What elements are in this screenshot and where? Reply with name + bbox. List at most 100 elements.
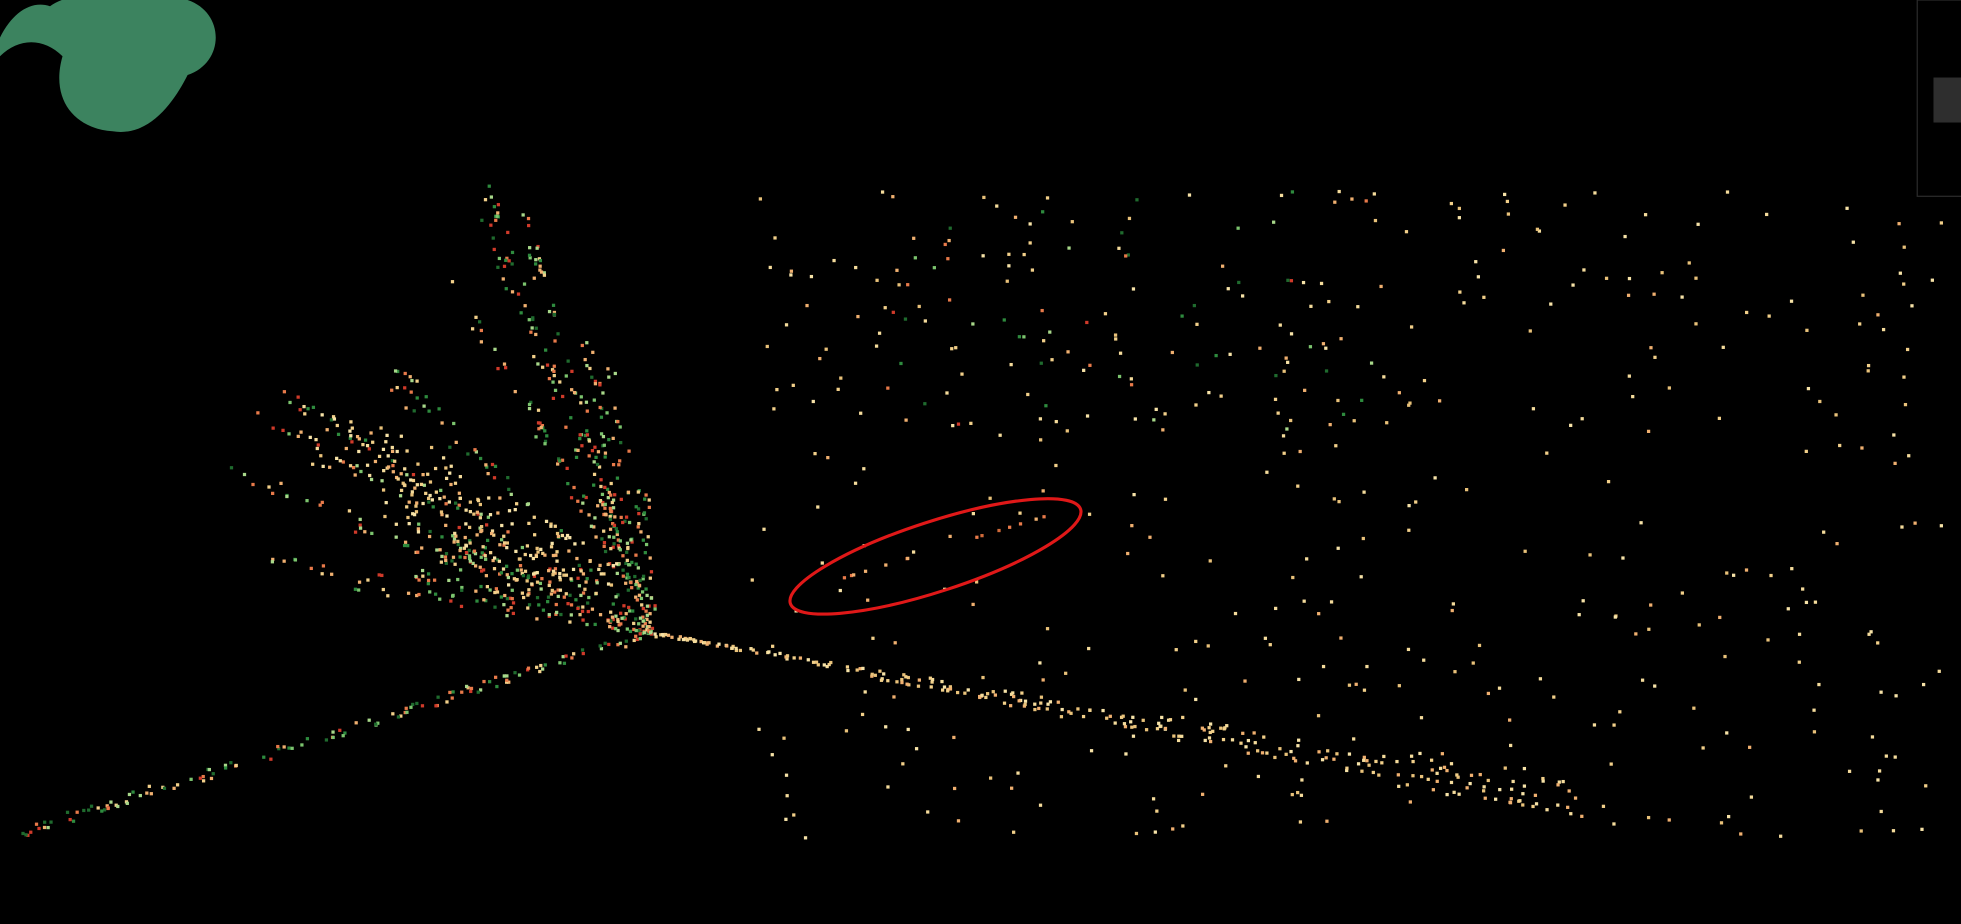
- point: [552, 369, 556, 373]
- point: [1282, 369, 1286, 373]
- point: [71, 819, 76, 823]
- point: [519, 568, 523, 572]
- point: [550, 588, 554, 593]
- point: [403, 540, 408, 544]
- point: [371, 440, 375, 444]
- point: [948, 226, 952, 230]
- point: [431, 505, 435, 509]
- point: [391, 470, 395, 474]
- point: [496, 211, 500, 215]
- point: [444, 476, 449, 481]
- point: [1362, 755, 1366, 759]
- point: [553, 567, 558, 571]
- point: [859, 411, 863, 415]
- point: [440, 554, 444, 559]
- point: [1263, 636, 1268, 640]
- point: [1292, 756, 1296, 760]
- point: [293, 558, 298, 562]
- point: [510, 290, 515, 294]
- point: [986, 692, 990, 696]
- point: [600, 492, 605, 497]
- point: [1225, 724, 1229, 728]
- point: [1876, 778, 1880, 782]
- point: [367, 447, 371, 451]
- point: [481, 568, 486, 572]
- panel-button[interactable]: [1933, 77, 1961, 123]
- point: [653, 632, 657, 636]
- point: [618, 548, 622, 552]
- point: [1408, 800, 1412, 804]
- point: [589, 568, 593, 572]
- point: [106, 806, 110, 811]
- point: [955, 690, 960, 695]
- point: [660, 633, 664, 637]
- point: [341, 734, 345, 738]
- point: [460, 690, 464, 694]
- point: [636, 586, 640, 590]
- point: [762, 527, 766, 531]
- point: [484, 463, 488, 467]
- point: [552, 373, 556, 378]
- point: [1180, 734, 1184, 738]
- point: [516, 292, 521, 296]
- point: [842, 576, 847, 580]
- point: [809, 274, 814, 279]
- point: [577, 563, 581, 568]
- point: [1127, 216, 1132, 221]
- point: [1588, 553, 1592, 557]
- point: [1219, 726, 1223, 730]
- point: [930, 680, 934, 684]
- point: [647, 505, 651, 510]
- point: [1433, 476, 1437, 480]
- point: [458, 568, 463, 572]
- point: [816, 505, 820, 509]
- point: [630, 586, 634, 590]
- point: [409, 478, 413, 482]
- point: [444, 561, 448, 565]
- point: [396, 477, 400, 481]
- point: [349, 434, 353, 438]
- point: [271, 491, 275, 496]
- point: [426, 496, 431, 501]
- point: [1907, 454, 1911, 458]
- point: [450, 594, 455, 598]
- point: [505, 546, 509, 550]
- point: [328, 465, 332, 469]
- point: [555, 610, 559, 615]
- point: [1511, 779, 1515, 784]
- point: [442, 495, 446, 499]
- point: [444, 523, 448, 528]
- point: [645, 604, 650, 608]
- point: [538, 264, 542, 268]
- point: [444, 558, 448, 563]
- point: [1321, 664, 1326, 669]
- point: [583, 433, 588, 438]
- point: [609, 509, 613, 513]
- point: [874, 344, 879, 348]
- point: [1367, 763, 1371, 767]
- point: [1174, 648, 1178, 652]
- point: [565, 533, 570, 538]
- point: [650, 626, 655, 631]
- point: [644, 542, 649, 547]
- point: [504, 366, 508, 370]
- point: [681, 637, 686, 642]
- point: [982, 195, 986, 200]
- point: [1256, 749, 1260, 753]
- point: [1692, 706, 1696, 710]
- point: [527, 588, 531, 592]
- point: [585, 622, 589, 627]
- point: [1345, 768, 1349, 773]
- point: [1457, 206, 1461, 211]
- point: [1293, 759, 1298, 763]
- point: [1290, 792, 1294, 797]
- point: [305, 737, 310, 741]
- point: [715, 644, 719, 648]
- point: [1260, 751, 1265, 755]
- point: [536, 421, 541, 425]
- point: [624, 612, 628, 616]
- point: [463, 555, 467, 560]
- point: [634, 562, 638, 566]
- point: [538, 268, 542, 272]
- point: [211, 772, 215, 776]
